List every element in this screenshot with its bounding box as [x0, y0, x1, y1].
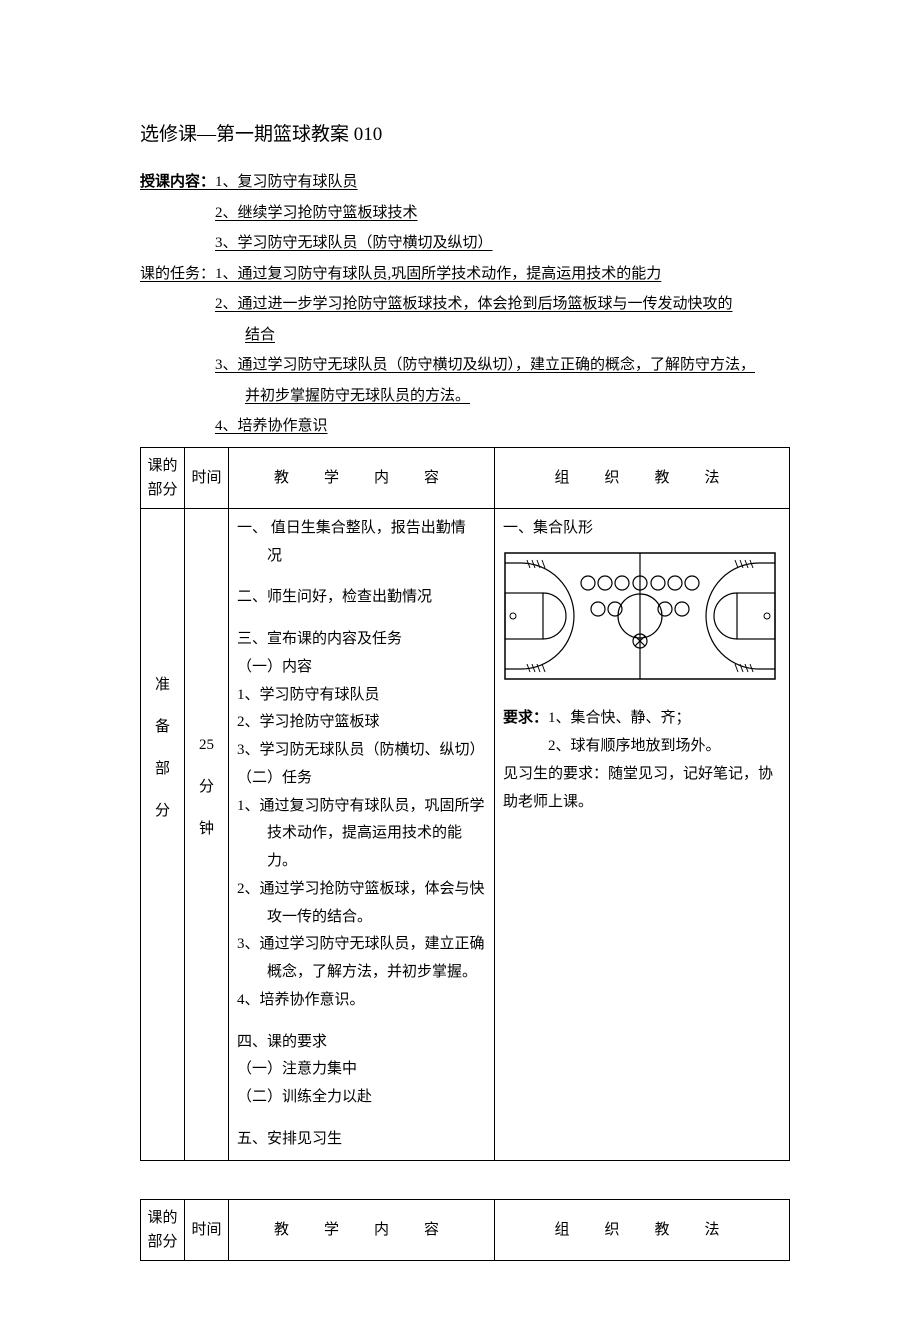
table2-header-row: 课的部分 时间 教 学 内 容 组 织 教 法 [141, 1199, 790, 1260]
header2-method: 组 织 教 法 [495, 1199, 790, 1260]
task-label: 课的任务： [140, 266, 215, 282]
time-cell: 25 分 钟 [185, 508, 229, 1160]
lesson-table-1: 课的部分 时间 教 学 内 容 组 织 教 法 准 备 部 分 25 分 钟 一… [140, 447, 790, 1161]
task-line-2b: 结合 [140, 321, 790, 350]
table-body-row: 准 备 部 分 25 分 钟 一、 值日生集合整队，报告出勤情 况 二、师生问好… [141, 508, 790, 1160]
lesson-table-2: 课的部分 时间 教 学 内 容 组 织 教 法 [140, 1199, 790, 1261]
task-line-1: 课的任务：1、通过复习防守有球队员,巩固所学技术动作，提高运用技术的能力 [140, 260, 790, 289]
task-item-4: 并初步掌握防守无球队员的方法。 [245, 388, 470, 404]
court-diagram [503, 551, 781, 692]
teach-content-line-3: 3、学习防守无球队员（防守横切及纵切） [140, 229, 790, 258]
content-cell: 一、 值日生集合整队，报告出勤情 况 二、师生问好，检查出勤情况 三、宣布课的内… [229, 508, 495, 1160]
table-header-row: 课的部分 时间 教 学 内 容 组 织 教 法 [141, 447, 790, 508]
header-method: 组 织 教 法 [495, 447, 790, 508]
teach-content-line-1: 授课内容：1、复习防守有球队员 [140, 168, 790, 197]
header-content: 教 学 内 容 [229, 447, 495, 508]
teach-content-item-1: 2、继续学习抢防守篮板球技术 [215, 205, 418, 221]
task-item-0: 1、通过复习防守有球队员,巩固所学技术动作，提高运用技术的能力 [215, 266, 661, 282]
task-item-1: 2、通过进一步学习抢防守篮板球技术，体会抢到后场篮板球与一传发动快攻的 [215, 296, 733, 312]
task-item-2: 结合 [245, 327, 275, 343]
teach-content-label: 授课内容： [140, 174, 215, 190]
header2-content: 教 学 内 容 [229, 1199, 495, 1260]
task-item-5: 4、培养协作意识 [215, 418, 328, 434]
teach-content-item-2: 3、学习防守无球队员（防守横切及纵切） [215, 235, 493, 251]
task-item-3: 3、通过学习防守无球队员（防守横切及纵切），建立正确的概念，了解防守方法， [215, 357, 755, 373]
task-line-3: 3、通过学习防守无球队员（防守横切及纵切），建立正确的概念，了解防守方法， [140, 351, 790, 380]
header-time: 时间 [185, 447, 229, 508]
part-cell: 准 备 部 分 [141, 508, 185, 1160]
task-line-2: 2、通过进一步学习抢防守篮板球技术，体会抢到后场篮板球与一传发动快攻的 [140, 290, 790, 319]
task-line-4: 4、培养协作意识 [140, 412, 790, 441]
method-cell: 一、集合队形 [495, 508, 790, 1160]
header-part: 课的部分 [141, 447, 185, 508]
teach-content-line-2: 2、继续学习抢防守篮板球技术 [140, 199, 790, 228]
header2-part: 课的部分 [141, 1199, 185, 1260]
teach-content-item-0: 1、复习防守有球队员 [215, 174, 358, 190]
header2-time: 时间 [185, 1199, 229, 1260]
task-line-3b: 并初步掌握防守无球队员的方法。 [140, 382, 790, 411]
document-title: 选修课—第一期篮球教案 010 [140, 120, 790, 150]
